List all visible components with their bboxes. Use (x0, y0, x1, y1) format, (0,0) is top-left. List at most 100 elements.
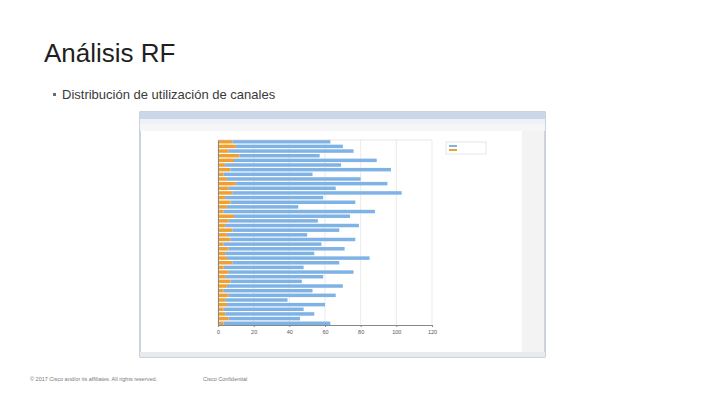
bar (218, 252, 225, 255)
window-sidepanel (522, 131, 544, 353)
bar (229, 187, 336, 190)
x-tick-label: 40 (287, 329, 293, 335)
bar (218, 312, 225, 315)
grid-line (289, 140, 290, 325)
window-menubar (140, 119, 545, 124)
bar (218, 233, 227, 236)
bar (234, 214, 350, 217)
bar (218, 224, 225, 227)
bar (225, 224, 359, 227)
bar (232, 228, 339, 231)
bar (218, 247, 229, 250)
bar (227, 233, 307, 236)
bar-series (223, 140, 401, 325)
grid-line (253, 140, 254, 325)
bar (227, 177, 361, 180)
bar (218, 261, 232, 264)
bar (227, 303, 325, 306)
grid-line (396, 140, 397, 325)
bar (229, 247, 345, 250)
grid-line (218, 140, 219, 325)
bar (227, 284, 343, 287)
window-titlebar (140, 112, 545, 119)
legend-box (446, 142, 486, 154)
bar (225, 275, 323, 278)
bar (218, 228, 232, 231)
bullet-text: Distribución de utilización de canales (62, 87, 276, 102)
bar (218, 187, 229, 190)
x-tick-label: 0 (217, 329, 220, 335)
bar (218, 238, 230, 241)
bar (232, 140, 330, 143)
bar (218, 219, 229, 222)
bar (218, 159, 234, 162)
bar-series (218, 140, 239, 325)
window-toolbar (140, 124, 545, 131)
bar (218, 201, 230, 204)
screenshot-window (140, 112, 545, 357)
bar (218, 270, 229, 273)
x-tick-label: 120 (428, 329, 437, 335)
bar (218, 298, 225, 301)
x-axis-line (219, 326, 433, 328)
bar (218, 177, 227, 180)
x-axis: 0 20 40 60 80 100 120 (217, 325, 437, 335)
x-tick: 60 (322, 325, 328, 335)
bar (230, 238, 355, 241)
bar (218, 163, 225, 166)
bar (229, 317, 300, 320)
bar (225, 298, 287, 301)
bar (229, 294, 336, 297)
bar (218, 214, 234, 217)
plot-top-border (218, 140, 432, 141)
x-tick-mark (432, 325, 433, 327)
bar (230, 201, 355, 204)
bar (225, 312, 314, 315)
bar (223, 308, 303, 311)
x-tick: 40 (287, 325, 293, 335)
legend-swatch (449, 145, 457, 147)
bar (239, 154, 319, 157)
window-frame (140, 112, 545, 357)
bar (232, 261, 339, 264)
grid-line (360, 140, 361, 325)
bar (223, 210, 375, 213)
bar (218, 205, 227, 208)
x-tick: 80 (358, 325, 364, 335)
grid-line (432, 140, 433, 325)
bar (227, 256, 370, 259)
window-statusbar (140, 352, 545, 357)
grid-line (325, 140, 326, 325)
bar (218, 284, 227, 287)
bar (234, 159, 377, 162)
x-tick: 0 (217, 325, 220, 335)
bar (236, 145, 343, 148)
bar (218, 154, 239, 157)
bullet-dot (53, 93, 56, 96)
bar (218, 280, 230, 283)
grid (218, 140, 432, 325)
bar (218, 294, 229, 297)
legend-swatch (449, 149, 457, 151)
footer-confidential: Cisco Confidential (203, 376, 247, 382)
x-tick-mark (254, 325, 255, 327)
x-tick-mark (289, 325, 290, 327)
bar (218, 140, 232, 143)
bar (230, 280, 301, 283)
y-axis (218, 141, 220, 326)
bar (227, 205, 298, 208)
bar (229, 270, 354, 273)
bar (229, 219, 318, 222)
x-tick-label: 20 (251, 329, 257, 335)
x-tick-mark (325, 325, 326, 327)
bar (223, 266, 303, 269)
bar (236, 182, 388, 185)
x-tick-mark (361, 325, 362, 327)
footer-copyright: © 2017 Cisco and/or its affiliates. All … (30, 376, 158, 382)
bar (223, 322, 330, 325)
bar (232, 191, 401, 194)
legend (446, 142, 486, 154)
x-tick: 120 (428, 325, 437, 335)
x-tick-label: 100 (392, 329, 401, 335)
bar (225, 252, 314, 255)
